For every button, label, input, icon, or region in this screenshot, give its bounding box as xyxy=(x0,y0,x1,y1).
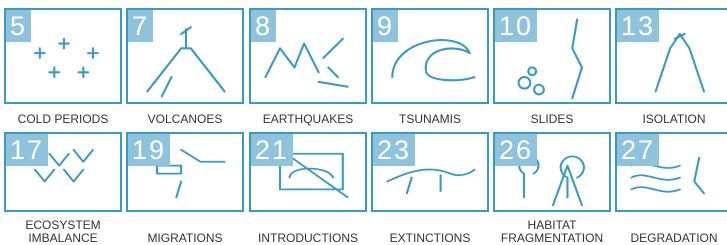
card-label: ECOSYSTEM IMBALANCE xyxy=(0,214,126,245)
card-label: SLIDES xyxy=(489,112,615,126)
card-label: MIGRATIONS xyxy=(122,214,248,245)
card: 27 xyxy=(615,132,727,212)
card-number: 8 xyxy=(251,10,276,42)
card-number: 27 xyxy=(617,134,659,166)
card: 17 xyxy=(4,132,122,212)
card-number: 9 xyxy=(373,10,398,42)
icon-shape xyxy=(392,40,474,80)
card-number: 26 xyxy=(495,134,537,166)
card-number: 19 xyxy=(128,134,170,166)
card: 7 xyxy=(126,8,244,104)
card: 21 xyxy=(249,132,367,212)
card-label: EARTHQUAKES xyxy=(245,112,371,126)
card-number: 5 xyxy=(6,10,31,42)
card-label: INTRODUCTIONS xyxy=(245,214,371,245)
icon-shape xyxy=(35,39,98,77)
card-number: 10 xyxy=(495,10,537,42)
card-label: HABITAT FRAGMENTATION xyxy=(489,214,615,245)
card-number: 7 xyxy=(128,10,153,42)
icon-grid: 5 COLD PERIODS 7 VOLCANOES 8 EARTHQUAKES 9 TSUN… xyxy=(0,0,727,245)
card: 10 xyxy=(493,8,611,104)
card-label: DEGRADATION xyxy=(611,214,727,245)
icon-shape xyxy=(387,169,474,193)
card: 19 xyxy=(126,132,244,212)
card-number: 17 xyxy=(6,134,48,166)
icon-shape xyxy=(656,34,704,92)
card: 5 xyxy=(4,8,122,104)
card-label: ISOLATION xyxy=(611,112,727,126)
card-label: EXTINCTIONS xyxy=(367,214,493,245)
card: 26 xyxy=(493,132,611,212)
icon-shape xyxy=(147,27,224,96)
card: 8 xyxy=(249,8,367,104)
card-number: 13 xyxy=(617,10,659,42)
card-label: TSUNAMIS xyxy=(367,112,493,126)
card-label: VOLCANOES xyxy=(122,112,248,126)
card-number: 21 xyxy=(251,134,293,166)
card-number: 23 xyxy=(373,134,415,166)
icon-shape xyxy=(265,39,347,87)
card-label: COLD PERIODS xyxy=(0,112,126,126)
card: 9 xyxy=(371,8,489,104)
card: 23 xyxy=(371,132,489,212)
card: 13 xyxy=(615,8,727,104)
